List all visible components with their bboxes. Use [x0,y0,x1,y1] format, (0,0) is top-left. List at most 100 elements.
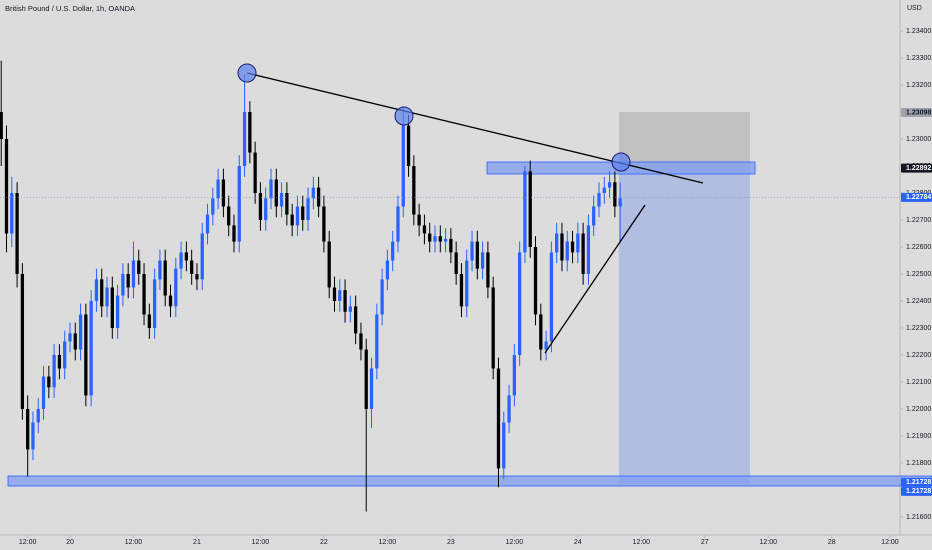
x-tick-label: 28 [828,539,836,546]
candle-body [232,225,236,242]
candle-body [137,260,141,274]
candle-body [549,252,554,342]
candle-body [613,182,617,207]
candle-body [73,333,77,350]
candle-body [533,246,538,315]
price-label: 1.23098 [906,109,931,116]
price-label-box [901,163,932,173]
candle-body [78,314,83,350]
x-tick-label: 12:00 [252,539,270,546]
candle-body [544,341,548,350]
candle-body [401,125,405,207]
candle-body [422,225,427,234]
x-tick-label: 12:00 [379,539,397,546]
candle-body [248,112,252,153]
chart-title: British Pound / U.S. Dollar, 1h, OANDA [5,4,135,13]
x-tick-label: 12:00 [125,539,143,546]
candle-body [375,314,379,369]
candle-body [163,260,167,296]
candle-body [486,252,490,288]
candle-body [459,273,464,307]
candle-body [10,192,14,234]
candle-body [105,287,109,307]
touch-circle [394,106,414,126]
y-tick-label: 1.22000 [906,406,931,413]
candle-body [565,241,569,261]
candle-body [449,238,453,253]
candle-body [470,241,474,261]
candle-body [4,139,9,234]
candle-body [412,166,416,215]
candle-body [158,260,162,280]
x-tick-label: 24 [574,539,582,546]
price-label-box [901,192,932,202]
price-label-box [901,108,932,118]
candle-body [332,287,337,301]
y-tick-label: 1.23200 [906,82,931,89]
candle-body [110,287,114,328]
candle-body [200,233,204,280]
candle-body [290,214,294,226]
candle-body [480,252,485,269]
y-tick-label: 1.21800 [906,460,931,467]
candle-body [385,260,390,280]
drawings [237,63,704,354]
candle-body [0,112,3,140]
x-tick-label: 21 [193,539,201,546]
candle-body [94,279,99,301]
candle-body [253,152,257,193]
x-tick-label: 27 [701,539,709,546]
y-tick-label: 1.22600 [906,244,931,251]
candle-body [507,395,511,423]
candle-body [237,166,241,242]
price-label: 1.22892 [906,165,931,172]
y-tick-label: 1.22400 [906,298,931,305]
candle-body [417,214,421,226]
candle-body [348,306,353,312]
candle-body [152,279,157,328]
candle-body [354,306,358,334]
candle-body [465,260,469,307]
candle-body [211,198,215,215]
candle-body [576,233,580,253]
y-tick-label: 1.22100 [906,379,931,386]
candle-body [68,333,72,342]
candle-body [338,290,342,301]
candle-body [242,112,247,167]
y-axis-label: USD [907,5,922,12]
candle-body [227,206,231,226]
x-tick-label: 23 [447,539,455,546]
candle-body [306,198,310,220]
candle-body [586,225,591,274]
candle-body [454,252,458,274]
candle-body [327,241,331,288]
x-tick-label: 12:00 [19,539,37,546]
candle-body [560,233,564,261]
y-tick-label: 1.23300 [906,55,931,62]
candle-body [518,252,522,355]
price-label: 1.21728 [906,488,931,495]
y-tick-label: 1.23400 [906,28,931,35]
candle-body [216,179,220,199]
y-tick-label: 1.21600 [906,514,931,521]
candle-body [581,233,585,274]
candle-body [89,300,93,396]
candle-body [301,206,305,220]
price-label-box [901,486,932,496]
candle-body [592,206,596,226]
touch-circle [611,152,631,172]
candle-body [63,341,67,369]
candle-body [41,376,46,409]
candle-body [147,314,151,328]
candle-body [428,233,432,242]
candle-body [491,287,495,369]
candle-body [438,236,442,242]
candle-body [359,333,363,350]
candle-body [343,290,347,312]
y-tick-label: 1.22500 [906,271,931,278]
candle-body [364,349,368,409]
candle-body [121,273,125,296]
candle-body [396,206,400,242]
candle-body [279,192,284,207]
y-tick-label: 1.23000 [906,136,931,143]
